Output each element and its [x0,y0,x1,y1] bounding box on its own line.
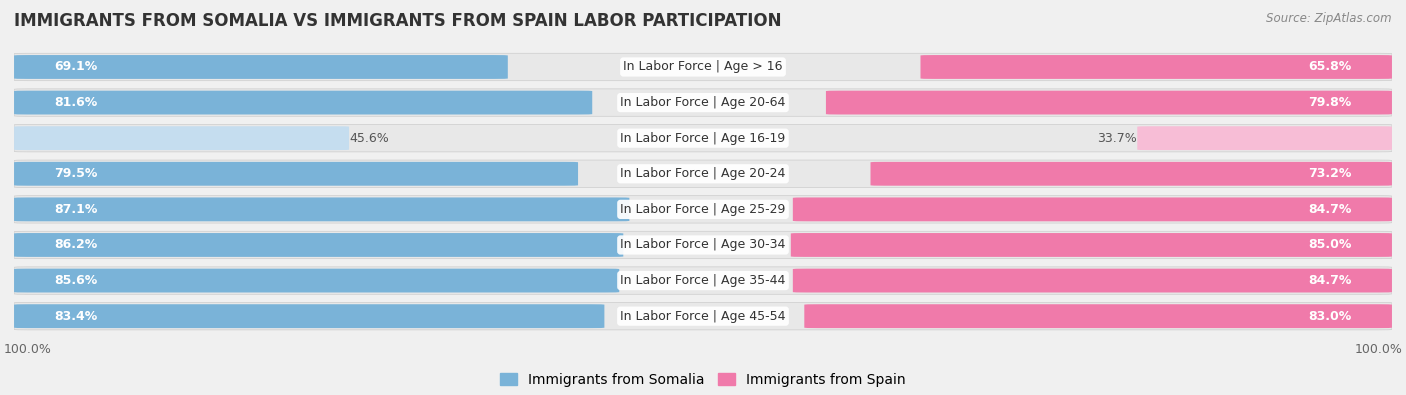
Text: In Labor Force | Age 35-44: In Labor Force | Age 35-44 [620,274,786,287]
Text: Source: ZipAtlas.com: Source: ZipAtlas.com [1267,12,1392,25]
FancyBboxPatch shape [14,90,592,115]
Text: 79.8%: 79.8% [1308,96,1351,109]
Text: 83.4%: 83.4% [55,310,98,323]
Text: 69.1%: 69.1% [55,60,98,73]
Text: 83.0%: 83.0% [1308,310,1351,323]
FancyBboxPatch shape [14,162,578,186]
FancyBboxPatch shape [14,124,1392,152]
Text: 85.6%: 85.6% [55,274,98,287]
FancyBboxPatch shape [14,89,1392,116]
FancyBboxPatch shape [793,269,1392,292]
Text: 79.5%: 79.5% [55,167,98,180]
Text: 84.7%: 84.7% [1308,203,1351,216]
Text: In Labor Force | Age 16-19: In Labor Force | Age 16-19 [620,132,786,145]
FancyBboxPatch shape [14,304,605,328]
Text: 81.6%: 81.6% [55,96,98,109]
FancyBboxPatch shape [793,198,1392,221]
FancyBboxPatch shape [14,55,508,79]
Text: 87.1%: 87.1% [55,203,98,216]
Text: 33.7%: 33.7% [1098,132,1137,145]
Text: 85.0%: 85.0% [1308,239,1351,252]
FancyBboxPatch shape [14,126,349,150]
Text: 65.8%: 65.8% [1308,60,1351,73]
Text: 86.2%: 86.2% [55,239,98,252]
Text: In Labor Force | Age 45-54: In Labor Force | Age 45-54 [620,310,786,323]
FancyBboxPatch shape [870,162,1392,186]
FancyBboxPatch shape [14,233,623,257]
Legend: Immigrants from Somalia, Immigrants from Spain: Immigrants from Somalia, Immigrants from… [495,367,911,392]
Text: 84.7%: 84.7% [1308,274,1351,287]
FancyBboxPatch shape [790,233,1392,257]
FancyBboxPatch shape [804,304,1392,328]
FancyBboxPatch shape [14,269,619,292]
FancyBboxPatch shape [14,160,1392,188]
Text: 73.2%: 73.2% [1308,167,1351,180]
FancyBboxPatch shape [14,231,1392,259]
Text: IMMIGRANTS FROM SOMALIA VS IMMIGRANTS FROM SPAIN LABOR PARTICIPATION: IMMIGRANTS FROM SOMALIA VS IMMIGRANTS FR… [14,12,782,30]
FancyBboxPatch shape [14,267,1392,294]
Text: In Labor Force | Age 30-34: In Labor Force | Age 30-34 [620,239,786,252]
Text: In Labor Force | Age 25-29: In Labor Force | Age 25-29 [620,203,786,216]
FancyBboxPatch shape [14,303,1392,330]
Text: In Labor Force | Age 20-64: In Labor Force | Age 20-64 [620,96,786,109]
FancyBboxPatch shape [1137,126,1392,150]
Text: 45.6%: 45.6% [349,132,389,145]
Text: In Labor Force | Age 20-24: In Labor Force | Age 20-24 [620,167,786,180]
Text: In Labor Force | Age > 16: In Labor Force | Age > 16 [623,60,783,73]
FancyBboxPatch shape [14,198,630,221]
FancyBboxPatch shape [921,55,1392,79]
FancyBboxPatch shape [14,196,1392,223]
FancyBboxPatch shape [14,53,1392,81]
FancyBboxPatch shape [825,90,1392,115]
